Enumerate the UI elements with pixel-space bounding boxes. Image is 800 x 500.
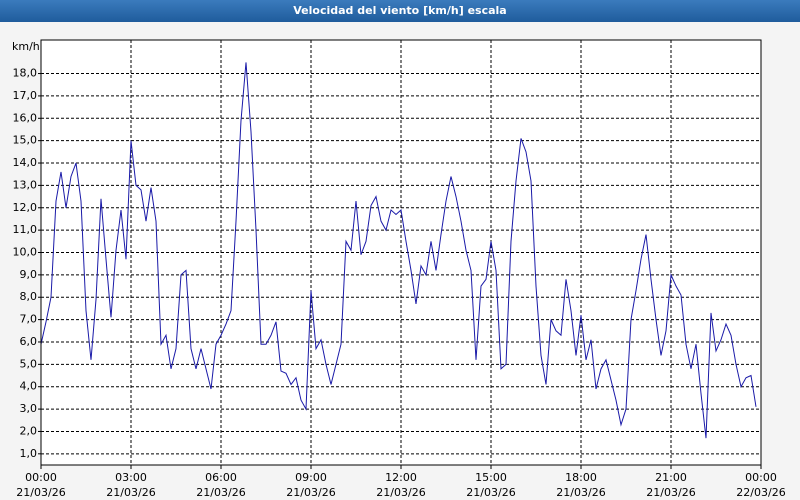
y-tick-label: 8,0	[20, 290, 38, 303]
x-tick-label: 09:00 21/03/26	[286, 471, 335, 499]
y-tick-label: 13,0	[13, 178, 38, 191]
y-tick-label: 16,0	[13, 111, 38, 124]
y-tick-label: 14,0	[13, 156, 38, 169]
y-tick-label: 4,0	[20, 380, 38, 393]
plot-border	[40, 39, 762, 466]
x-tick-label: 06:00 21/03/26	[196, 471, 245, 499]
chart-title: Velocidad del viento [km/h] escala	[293, 4, 506, 17]
y-unit: km/h	[12, 40, 40, 53]
x-tick-label: 00:00 22/03/26	[736, 471, 785, 499]
x-tick-label: 15:00 21/03/26	[466, 471, 515, 499]
y-tick-label: 2,0	[20, 424, 38, 437]
y-tick-label: 12,0	[13, 201, 38, 214]
y-tick-label: 5,0	[20, 357, 38, 370]
y-tick-label: 3,0	[20, 402, 38, 415]
y-tick-label: 17,0	[13, 89, 38, 102]
x-tick-label: 21:00 21/03/26	[646, 471, 695, 499]
x-tick-label: 18:00 21/03/26	[556, 471, 605, 499]
x-tick-label: 03:00 21/03/26	[106, 471, 155, 499]
y-tick-label: 18,0	[13, 67, 38, 80]
title-bar	[0, 0, 800, 22]
y-tick-label: 15,0	[13, 134, 38, 147]
data-line	[40, 62, 757, 439]
y-tick-label: 6,0	[20, 335, 38, 348]
y-tick-label: 9,0	[20, 268, 38, 281]
x-tick-label: 12:00 21/03/26	[376, 471, 425, 499]
y-tick-label: 10,0	[13, 246, 38, 259]
x-tick-label: 00:00 21/03/26	[16, 471, 65, 499]
y-tick-label: 11,0	[13, 223, 38, 236]
y-tick-label: 7,0	[20, 313, 38, 326]
y-tick-label: 1,0	[20, 447, 38, 460]
